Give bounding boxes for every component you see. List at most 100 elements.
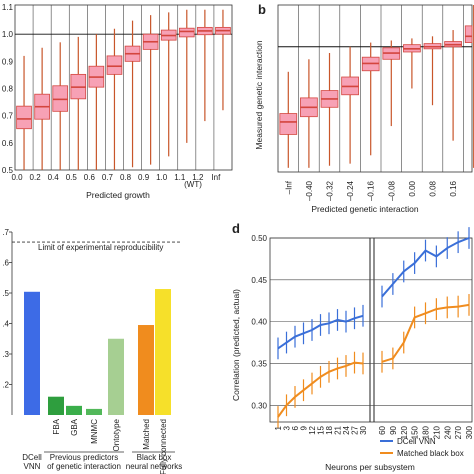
panel-c-xtick: Matched	[142, 419, 151, 450]
panel-b-box	[279, 113, 298, 135]
panel-d-xtick: 3	[283, 425, 292, 430]
panel-a-xtick: 0.0	[11, 173, 23, 182]
panel-c-bar	[108, 338, 124, 415]
panel-c-barchart: .2 .3 .4 .5 .6 .7 Limit of experimental repro…	[2, 228, 182, 474]
panel-c-xtick: Fully connected	[159, 419, 168, 474]
panel-a-ytick: 1.0	[2, 30, 14, 39]
panel-d-xtick: 18	[325, 425, 334, 434]
reproducibility-limit-label: Limit of experimental reproducibility	[38, 243, 163, 252]
panel-a-xtick: 0.8	[120, 173, 132, 182]
panel-a-xtick: 0.5	[66, 173, 78, 182]
panel-d-xtick: 12	[308, 425, 317, 434]
panel-d-xtick: 24	[342, 425, 351, 434]
panel-a-xtick: Inf	[211, 173, 221, 182]
panel-c-group-label: Black box	[137, 453, 172, 462]
panel-d-xtick: 120	[400, 425, 409, 439]
panel-d-ytick: 0.40	[251, 318, 267, 327]
panel-c-ytick: .6	[2, 259, 9, 268]
panel-d-xtick: 27	[351, 425, 360, 434]
panel-d-xtick: 21	[334, 425, 343, 434]
panel-b-xtick: –0.08	[387, 180, 396, 201]
panel-c-bar	[86, 408, 102, 415]
panel-d-linechart: d 0.300.350.400.450.501 3 6 9 12 15 18 21 24 27 30…	[231, 221, 474, 472]
panel-d-xtick: 300	[465, 425, 474, 439]
panel-a-ytick: 0.7	[2, 112, 14, 121]
panel-d-xtick: 180	[422, 425, 431, 439]
panel-c-group-label: of genetic interaction	[47, 462, 121, 471]
panel-d-xtick: 210	[432, 425, 441, 439]
panel-c-group-label: VNN	[24, 462, 41, 471]
panel-c-xtick: FBA	[52, 418, 61, 434]
panel-c-group-label: Previous predictors	[50, 453, 118, 462]
panel-d-xtick: 15	[317, 425, 326, 434]
panel-b-xtick: –0.40	[305, 180, 314, 201]
panel-a-xtick: 0.7	[102, 173, 114, 182]
panel-d-xtick: 30	[359, 425, 368, 434]
panel-d-ytick: 0.45	[251, 276, 267, 285]
panel-b-xtick: 0.00	[408, 180, 417, 196]
panel-a-xtick: 1.0	[156, 173, 168, 182]
panel-c-group-label: neural networks	[126, 462, 182, 471]
panel-d-xlabel: Neurons per subsystem	[325, 462, 415, 472]
panel-b-ylabel: Measured genetic interaction	[254, 40, 264, 149]
panel-c-bar	[66, 405, 82, 415]
panel-a-box	[52, 85, 69, 112]
panel-c-bar	[155, 289, 171, 415]
panel-a-xtick: 1.2	[192, 173, 204, 182]
panel-c-xtick: Ontotype	[112, 418, 121, 451]
legend-label-dcell: DCell VNN	[397, 437, 436, 446]
panel-b-frame	[277, 4, 473, 173]
panel-b-xtick: –Inf	[284, 180, 293, 194]
panel-b-boxplot: b –Inf –0.40 –0.32 –0.24 –0.16 –0.08 0.00 0.08 0…	[254, 2, 474, 214]
panel-d-ytick: 0.30	[251, 401, 267, 410]
panel-d-label: d	[232, 221, 240, 236]
panel-c-group-label: DCell	[22, 453, 42, 462]
panel-d-ylabel: Correlation (predicted, actual)	[231, 289, 241, 401]
panel-c-ytick: .2	[2, 381, 9, 390]
panel-a-ytick: 0.8	[2, 85, 14, 94]
panel-b-xtick: 0.16	[449, 180, 458, 196]
panel-a-box	[106, 55, 123, 75]
panel-a-ytick: 0.6	[2, 139, 14, 148]
panel-b-xtick: 0.08	[429, 180, 438, 196]
panel-d-ytick: 0.50	[251, 234, 267, 243]
panel-d-xtick: 1	[274, 425, 283, 430]
panel-a-box	[16, 105, 32, 130]
legend-label-matched: Matched black box	[397, 449, 464, 458]
panel-a-ytick: 0.9	[2, 57, 14, 66]
panel-d-frame	[269, 237, 473, 423]
panel-b-xtick: –0.16	[367, 180, 376, 201]
panel-d-xtick: 150	[411, 425, 420, 439]
panel-a-xtick: 1.1	[174, 173, 186, 182]
panel-a-wt-label: (WT)	[184, 180, 202, 189]
panel-d-xtick: 90	[389, 425, 398, 434]
panel-c-xtick: GBA	[70, 418, 79, 436]
panel-d-xtick: 9	[300, 425, 309, 430]
panel-c-ytick: .5	[2, 289, 9, 298]
panel-c-ytick: .3	[2, 350, 9, 359]
panel-c-ytick: .4	[2, 320, 9, 329]
panel-b-label: b	[258, 2, 266, 17]
panel-a-boxplot: 0.5 0.6 0.7 0.8 0.9 1.0 1.1 0.0 0.2 0.4 0.5 0.6 0.7 0…	[2, 3, 233, 200]
panel-c-ytick: .7	[2, 228, 9, 237]
panel-b-xtick: –0.24	[346, 180, 355, 201]
panel-d-ytick: 0.35	[251, 359, 267, 368]
panel-d-xtick: 240	[443, 425, 452, 439]
panel-a-xtick: 0.9	[138, 173, 150, 182]
panel-d-xtick: 270	[454, 425, 463, 439]
panel-a-xtick: 0.2	[30, 173, 42, 182]
panel-a-ytick: 0.5	[2, 166, 14, 175]
panel-d-xtick: 6	[291, 425, 300, 430]
panel-c-bar	[24, 291, 40, 415]
panel-a-xlabel: Predicted growth	[86, 190, 150, 200]
panel-b-xtick: –0.32	[326, 180, 335, 201]
panel-a-xtick: 0.6	[84, 173, 96, 182]
panel-c-bar	[138, 325, 154, 415]
panel-b-xlabel: Predicted genetic interaction	[311, 204, 419, 214]
panel-a-xtick: 0.4	[48, 173, 60, 182]
panel-a-ytick: 1.1	[2, 3, 14, 12]
panel-d-legend: DCell VNN Matched black box	[380, 437, 464, 458]
panel-c-xtick: MNMC	[90, 419, 99, 444]
panel-d-xtick: 60	[378, 425, 387, 434]
